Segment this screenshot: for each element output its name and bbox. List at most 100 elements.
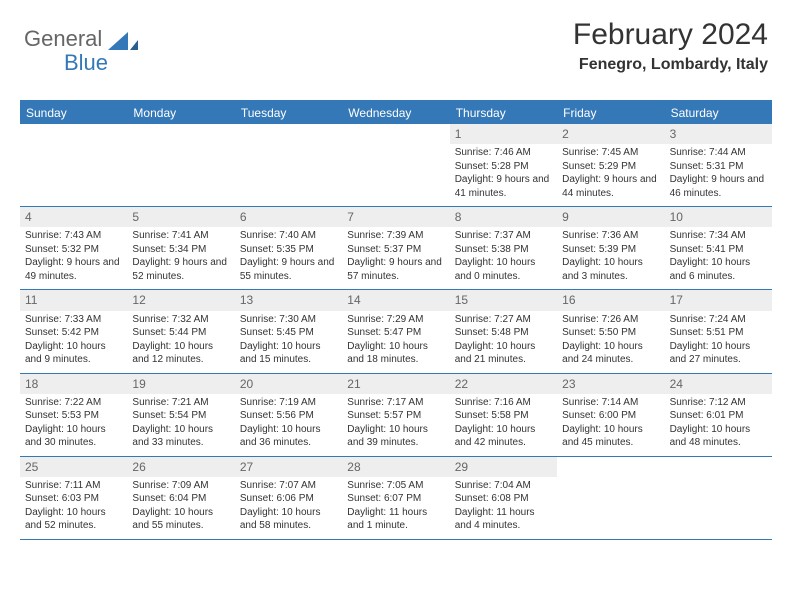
day-number: 25 — [20, 457, 127, 477]
calendar-week: 18Sunrise: 7:22 AMSunset: 5:53 PMDayligh… — [20, 374, 772, 457]
day-number: 1 — [450, 124, 557, 144]
sunset-text: Sunset: 5:44 PM — [132, 326, 229, 340]
day-number: 3 — [665, 124, 772, 144]
calendar-week: 4Sunrise: 7:43 AMSunset: 5:32 PMDaylight… — [20, 207, 772, 290]
weekday-header: Friday — [557, 102, 664, 124]
daylight-text: Daylight: 9 hours and 46 minutes. — [670, 173, 767, 200]
daylight-text: Daylight: 11 hours and 1 minute. — [347, 506, 444, 533]
day-number: 22 — [450, 374, 557, 394]
calendar-day: 24Sunrise: 7:12 AMSunset: 6:01 PMDayligh… — [665, 374, 772, 456]
calendar-day-empty — [342, 124, 449, 206]
day-number: 29 — [450, 457, 557, 477]
sunrise-text: Sunrise: 7:45 AM — [562, 146, 659, 160]
calendar-day: 8Sunrise: 7:37 AMSunset: 5:38 PMDaylight… — [450, 207, 557, 289]
weekday-header: Wednesday — [342, 102, 449, 124]
daylight-text: Daylight: 10 hours and 12 minutes. — [132, 340, 229, 367]
calendar-day: 18Sunrise: 7:22 AMSunset: 5:53 PMDayligh… — [20, 374, 127, 456]
calendar-day: 4Sunrise: 7:43 AMSunset: 5:32 PMDaylight… — [20, 207, 127, 289]
daylight-text: Daylight: 10 hours and 39 minutes. — [347, 423, 444, 450]
sunrise-text: Sunrise: 7:22 AM — [25, 396, 122, 410]
sunset-text: Sunset: 5:57 PM — [347, 409, 444, 423]
calendar-day-empty — [557, 457, 664, 539]
calendar-day: 9Sunrise: 7:36 AMSunset: 5:39 PMDaylight… — [557, 207, 664, 289]
sunrise-text: Sunrise: 7:09 AM — [132, 479, 229, 493]
daylight-text: Daylight: 9 hours and 44 minutes. — [562, 173, 659, 200]
calendar-day: 28Sunrise: 7:05 AMSunset: 6:07 PMDayligh… — [342, 457, 449, 539]
sunset-text: Sunset: 5:47 PM — [347, 326, 444, 340]
calendar-day-empty — [665, 457, 772, 539]
day-number: 6 — [235, 207, 342, 227]
sunrise-text: Sunrise: 7:44 AM — [670, 146, 767, 160]
calendar-day: 14Sunrise: 7:29 AMSunset: 5:47 PMDayligh… — [342, 290, 449, 372]
sunset-text: Sunset: 6:07 PM — [347, 492, 444, 506]
calendar-day: 17Sunrise: 7:24 AMSunset: 5:51 PMDayligh… — [665, 290, 772, 372]
sunset-text: Sunset: 5:37 PM — [347, 243, 444, 257]
sunset-text: Sunset: 5:38 PM — [455, 243, 552, 257]
sunset-text: Sunset: 5:42 PM — [25, 326, 122, 340]
day-number: 10 — [665, 207, 772, 227]
weekday-header: Saturday — [665, 102, 772, 124]
calendar-day: 23Sunrise: 7:14 AMSunset: 6:00 PMDayligh… — [557, 374, 664, 456]
sunset-text: Sunset: 5:50 PM — [562, 326, 659, 340]
sunrise-text: Sunrise: 7:21 AM — [132, 396, 229, 410]
day-number: 2 — [557, 124, 664, 144]
sunset-text: Sunset: 6:03 PM — [25, 492, 122, 506]
sunrise-text: Sunrise: 7:36 AM — [562, 229, 659, 243]
calendar-week: 11Sunrise: 7:33 AMSunset: 5:42 PMDayligh… — [20, 290, 772, 373]
sunset-text: Sunset: 6:01 PM — [670, 409, 767, 423]
sunrise-text: Sunrise: 7:37 AM — [455, 229, 552, 243]
day-number: 15 — [450, 290, 557, 310]
calendar-day-empty — [20, 124, 127, 206]
sunset-text: Sunset: 6:04 PM — [132, 492, 229, 506]
weekday-header: Sunday — [20, 102, 127, 124]
sunset-text: Sunset: 5:54 PM — [132, 409, 229, 423]
calendar-day: 16Sunrise: 7:26 AMSunset: 5:50 PMDayligh… — [557, 290, 664, 372]
daylight-text: Daylight: 10 hours and 48 minutes. — [670, 423, 767, 450]
day-number: 26 — [127, 457, 234, 477]
title-block: February 2024 Fenegro, Lombardy, Italy — [573, 18, 768, 74]
daylight-text: Daylight: 10 hours and 36 minutes. — [240, 423, 337, 450]
calendar-day: 20Sunrise: 7:19 AMSunset: 5:56 PMDayligh… — [235, 374, 342, 456]
daylight-text: Daylight: 9 hours and 41 minutes. — [455, 173, 552, 200]
sunset-text: Sunset: 5:58 PM — [455, 409, 552, 423]
weekday-header-row: SundayMondayTuesdayWednesdayThursdayFrid… — [20, 102, 772, 124]
calendar-day: 26 Sunrise: 7:09 AMSunset: 6:04 PMDayligh… — [127, 457, 234, 539]
calendar-week: 25Sunrise: 7:11 AMSunset: 6:03 PMDayligh… — [20, 457, 772, 540]
daylight-text: Daylight: 9 hours and 52 minutes. — [132, 256, 229, 283]
calendar-day: 3Sunrise: 7:44 AMSunset: 5:31 PMDaylight… — [665, 124, 772, 206]
day-number: 24 — [665, 374, 772, 394]
sunrise-text: Sunrise: 7:11 AM — [25, 479, 122, 493]
calendar-day-empty — [235, 124, 342, 206]
sunset-text: Sunset: 6:08 PM — [455, 492, 552, 506]
sunrise-text: Sunrise: 7:34 AM — [670, 229, 767, 243]
sunrise-text: Sunrise: 7:32 AM — [132, 313, 229, 327]
calendar-day: 1Sunrise: 7:46 AMSunset: 5:28 PMDaylight… — [450, 124, 557, 206]
logo-sail-icon — [108, 32, 138, 54]
day-number: 17 — [665, 290, 772, 310]
day-number: 5 — [127, 207, 234, 227]
calendar-day: 21Sunrise: 7:17 AMSunset: 5:57 PMDayligh… — [342, 374, 449, 456]
calendar-day: 13Sunrise: 7:30 AMSunset: 5:45 PMDayligh… — [235, 290, 342, 372]
daylight-text: Daylight: 10 hours and 42 minutes. — [455, 423, 552, 450]
day-number: 16 — [557, 290, 664, 310]
logo-text-blue: Blue — [64, 50, 108, 76]
sunset-text: Sunset: 5:32 PM — [25, 243, 122, 257]
day-number: 4 — [20, 207, 127, 227]
sunrise-text: Sunrise: 7:24 AM — [670, 313, 767, 327]
weekday-header: Thursday — [450, 102, 557, 124]
day-number: 12 — [127, 290, 234, 310]
daylight-text: Daylight: 10 hours and 0 minutes. — [455, 256, 552, 283]
sunrise-text: Sunrise: 7:41 AM — [132, 229, 229, 243]
calendar-day: 12 Sunrise: 7:32 AMSunset: 5:44 PMDayligh… — [127, 290, 234, 372]
day-number: 9 — [557, 207, 664, 227]
sunset-text: Sunset: 5:51 PM — [670, 326, 767, 340]
calendar-day: 29Sunrise: 7:04 AMSunset: 6:08 PMDayligh… — [450, 457, 557, 539]
sunrise-text: Sunrise: 7:39 AM — [347, 229, 444, 243]
daylight-text: Daylight: 10 hours and 52 minutes. — [25, 506, 122, 533]
logo: General Blue — [24, 26, 102, 52]
sunrise-text: Sunrise: 7:17 AM — [347, 396, 444, 410]
daylight-text: Daylight: 10 hours and 30 minutes. — [25, 423, 122, 450]
calendar: SundayMondayTuesdayWednesdayThursdayFrid… — [20, 102, 772, 540]
daylight-text: Daylight: 10 hours and 55 minutes. — [132, 506, 229, 533]
day-number: 11 — [20, 290, 127, 310]
